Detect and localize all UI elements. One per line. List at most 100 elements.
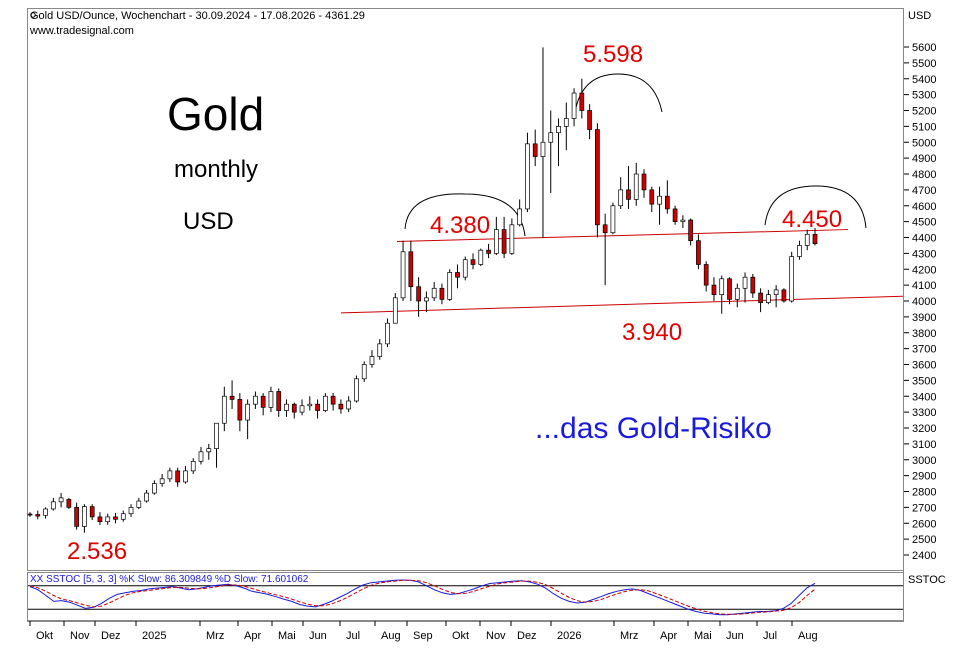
candle	[260, 393, 266, 416]
y-tick-label: 3900	[912, 312, 936, 324]
chart-header-source: www.tradesignal.com	[29, 25, 134, 37]
stoch-k-line	[29, 579, 816, 616]
candle	[74, 502, 79, 530]
x-tick-label: Jul	[346, 630, 360, 642]
x-tick-label: Okt	[452, 630, 469, 642]
y-tick-label: 5600	[912, 42, 936, 54]
candle	[431, 281, 437, 301]
candle	[602, 213, 608, 286]
y-tick-label: 4700	[912, 185, 936, 197]
candle	[167, 467, 173, 482]
candle	[408, 240, 414, 301]
candle	[43, 507, 48, 519]
candle	[773, 285, 779, 308]
candle	[517, 199, 523, 227]
candle	[369, 350, 375, 368]
candle	[299, 399, 305, 416]
candle	[462, 256, 468, 281]
x-tick-label: Mai	[278, 630, 296, 642]
price-axis-label: USD	[908, 10, 931, 22]
annotation-comment: ...das Gold-Risiko	[535, 412, 772, 445]
candle	[229, 380, 235, 409]
annotation-period: monthly	[174, 156, 258, 183]
candle	[696, 234, 701, 270]
x-tick-label: Jul	[763, 630, 777, 642]
y-axis-ticks: 2400 2500 2600 2700 2800 2900 3000 3100 3200 3300…	[904, 42, 936, 562]
candle	[82, 504, 87, 533]
x-tick-label: Aug	[798, 630, 818, 642]
chart-header-title: Gold USD/Ounce, Wochenchart - 30.09.2024…	[30, 10, 365, 22]
x-tick-label: 2025	[142, 630, 166, 642]
x-tick-label: Mai	[694, 630, 712, 642]
x-tick-label: Mrz	[620, 630, 638, 642]
candle	[618, 177, 624, 209]
y-tick-label: 3600	[912, 360, 936, 372]
candle	[221, 386, 227, 432]
candle	[400, 240, 406, 301]
y-tick-label: 3400	[912, 391, 936, 403]
candle	[89, 504, 95, 521]
candle	[672, 205, 678, 225]
x-tick-label: Dez	[101, 630, 121, 642]
candle	[206, 443, 212, 460]
candle	[190, 458, 196, 475]
y-tick-label: 2600	[912, 518, 936, 530]
y-tick-label: 3200	[912, 423, 936, 435]
candle	[548, 110, 554, 194]
candle	[579, 78, 585, 119]
candlestick-series	[27, 47, 818, 533]
y-tick-label: 4600	[912, 201, 936, 213]
candle	[633, 162, 639, 206]
y-tick-label: 3300	[912, 407, 936, 419]
candle	[385, 318, 390, 348]
candle	[688, 218, 693, 246]
candle	[470, 253, 476, 270]
candle	[758, 288, 763, 313]
y-tick-label: 4200	[912, 264, 936, 276]
y-tick-label: 4300	[912, 248, 936, 260]
price-panel-frame	[27, 8, 904, 571]
candle	[128, 504, 134, 517]
candle	[719, 275, 725, 314]
x-axis-ticks: Okt Nov Dez 2025 Mrz Apr Mai Jun Jul Aug Sep Okt Nov…	[29, 621, 818, 642]
candle	[439, 283, 445, 305]
stochastic-series	[28, 579, 903, 616]
candle	[245, 399, 250, 440]
candle	[478, 248, 484, 267]
candle	[105, 513, 111, 525]
candle	[198, 447, 204, 465]
y-tick-label: 5400	[912, 74, 936, 86]
candle	[781, 288, 787, 303]
x-tick-label: Okt	[36, 630, 53, 642]
candle	[354, 375, 359, 403]
candle	[641, 169, 647, 198]
candle	[330, 393, 336, 411]
x-tick-label: Aug	[381, 630, 401, 642]
candle	[152, 480, 157, 495]
y-tick-label: 2900	[912, 471, 936, 483]
candle	[159, 474, 165, 487]
candle	[532, 129, 538, 167]
candle	[50, 497, 56, 511]
candle	[587, 104, 592, 140]
candle	[214, 422, 219, 468]
shoulder-resistance-line	[396, 229, 849, 242]
y-tick-label: 3700	[912, 344, 936, 356]
candle	[315, 399, 320, 419]
candle	[556, 118, 561, 167]
candle	[136, 497, 142, 509]
candle	[322, 393, 328, 413]
neckline-support-line	[340, 295, 904, 314]
candle	[113, 512, 118, 524]
y-tick-label: 5500	[912, 58, 936, 70]
label-neckline: 3.940	[622, 319, 682, 346]
y-tick-label: 4100	[912, 280, 936, 292]
stoch-legend: XX SSTOC [5, 3, 3] %K Slow: 86.309849 %D…	[30, 574, 309, 585]
candle	[346, 396, 352, 413]
x-tick-label: Jun	[309, 630, 327, 642]
x-tick-label: 2026	[557, 630, 581, 642]
candle	[183, 466, 188, 484]
annotation-title: Gold	[167, 88, 264, 140]
x-tick-label: Mrz	[206, 630, 224, 642]
